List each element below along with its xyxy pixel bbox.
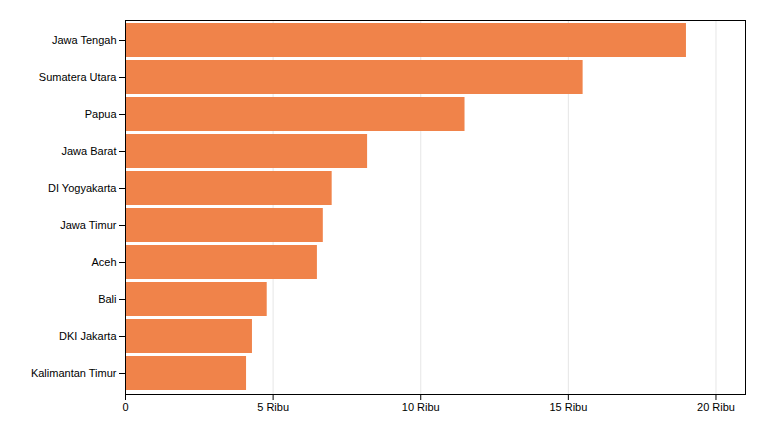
svg-text:Jawa Barat: Jawa Barat [61, 145, 116, 157]
svg-text:Sumatera Utara: Sumatera Utara [39, 71, 118, 83]
svg-text:15 Ribu: 15 Ribu [549, 401, 587, 413]
svg-text:10 Ribu: 10 Ribu [402, 401, 440, 413]
svg-text:Bali: Bali [98, 293, 116, 305]
svg-text:20 Ribu: 20 Ribu [697, 401, 735, 413]
svg-text:Jawa Timur: Jawa Timur [60, 219, 117, 231]
svg-text:5 Ribu: 5 Ribu [257, 401, 289, 413]
svg-text:Papua: Papua [85, 108, 118, 120]
svg-text:Jawa Tengah: Jawa Tengah [52, 34, 117, 46]
svg-text:Kalimantan Timur: Kalimantan Timur [31, 367, 117, 379]
svg-text:DI Yogyakarta: DI Yogyakarta [48, 182, 117, 194]
svg-text:0: 0 [122, 401, 128, 413]
svg-text:DKI Jakarta: DKI Jakarta [59, 330, 117, 342]
svg-text:Aceh: Aceh [91, 256, 116, 268]
